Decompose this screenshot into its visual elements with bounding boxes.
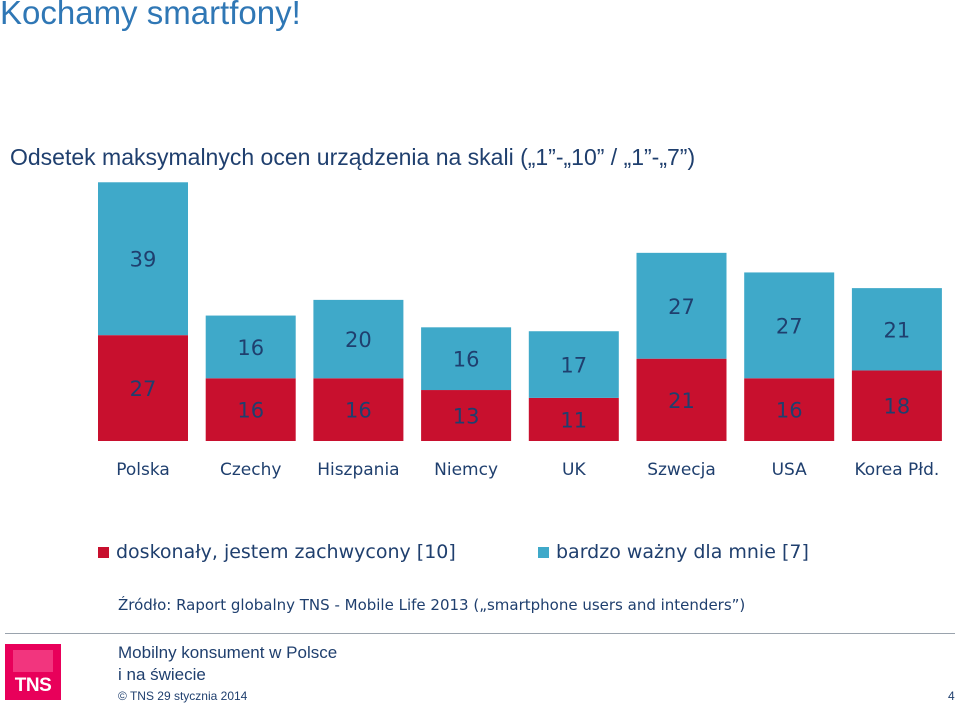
footer-divider <box>5 633 955 634</box>
legend-swatch-series-2 <box>538 546 549 558</box>
category-label-7: Korea Płd. <box>854 460 939 480</box>
slide-title: Kochamy smartfony! <box>0 0 301 31</box>
category-label-6: USA <box>772 460 808 480</box>
data-label-doskonaly-4: 11 <box>560 408 587 432</box>
bar-doskonaly-1 <box>205 378 296 441</box>
bar-doskonaly-4 <box>528 397 619 441</box>
bar-bardzo-wazny-4 <box>528 331 619 398</box>
bar-bardzo-wazny-3 <box>421 327 512 391</box>
page-number: 4 <box>948 689 955 703</box>
data-label-bardzo-wazny-4: 17 <box>560 354 587 378</box>
chart-title: Odsetek maksymalnych ocen urządzenia na … <box>10 144 696 170</box>
bar-doskonaly-7 <box>851 370 942 441</box>
data-label-doskonaly-2: 16 <box>345 399 372 423</box>
legend-swatch-series-1 <box>98 546 109 558</box>
footer-title-line2: i na świecie <box>118 665 206 684</box>
footer-title-line1: Mobilny konsument w Polsce <box>118 643 338 662</box>
category-label-0: Polska <box>116 460 170 480</box>
legend-label-series-1: doskonały, jestem zachwycony [10] <box>116 541 456 563</box>
bar-bardzo-wazny-0 <box>98 182 188 336</box>
category-label-1: Czechy <box>220 460 281 480</box>
data-label-bardzo-wazny-1: 16 <box>237 336 264 360</box>
legend-label-series-2: bardzo ważny dla mnie [7] <box>556 541 809 563</box>
logo-text: TNS <box>14 675 52 696</box>
data-label-bardzo-wazny-0: 39 <box>130 248 157 272</box>
data-label-doskonaly-0: 27 <box>130 377 157 401</box>
bar-doskonaly-5 <box>636 358 727 441</box>
bar-doskonaly-0 <box>98 335 188 441</box>
legend-item-series-2: bardzo ważny dla mnie [7] <box>538 540 809 564</box>
data-label-bardzo-wazny-2: 20 <box>345 328 372 352</box>
tns-logo: TNS <box>5 644 61 700</box>
data-label-doskonaly-5: 21 <box>668 389 695 413</box>
bar-bardzo-wazny-6 <box>744 272 835 379</box>
data-label-bardzo-wazny-3: 16 <box>453 348 480 372</box>
footer-title: Mobilny konsument w Polsce i na świecie <box>118 642 337 686</box>
bar-bardzo-wazny-1 <box>205 315 296 379</box>
footer-copyright: © TNS 29 stycznia 2014 <box>118 689 248 703</box>
category-label-2: Hiszpania <box>317 460 399 480</box>
category-label-3: Niemcy <box>434 460 498 480</box>
bar-bardzo-wazny-5 <box>636 252 727 359</box>
data-label-doskonaly-7: 18 <box>884 395 911 419</box>
bar-doskonaly-3 <box>421 390 512 441</box>
stacked-bar-chart: 27 39 Polska 16 16 Czechy 16 20 Hiszpania 13 16 Nie… <box>98 182 942 480</box>
category-label-5: Szwecja <box>647 460 716 480</box>
data-label-bardzo-wazny-6: 27 <box>776 314 803 338</box>
logo-mark <box>13 650 53 672</box>
category-label-4: UK <box>562 460 586 480</box>
data-label-bardzo-wazny-5: 27 <box>668 295 695 319</box>
bar-bardzo-wazny-2 <box>313 299 404 379</box>
data-label-doskonaly-1: 16 <box>237 399 264 423</box>
bar-doskonaly-6 <box>744 378 835 441</box>
data-label-bardzo-wazny-7: 21 <box>884 318 911 342</box>
data-label-doskonaly-3: 13 <box>453 405 480 429</box>
source-note: Źródło: Raport globalny TNS - Mobile Lif… <box>118 596 746 614</box>
bar-doskonaly-2 <box>313 378 404 441</box>
bar-bardzo-wazny-7 <box>851 288 942 371</box>
data-label-doskonaly-6: 16 <box>776 399 803 423</box>
legend-item-series-1: doskonały, jestem zachwycony [10] <box>98 540 456 564</box>
